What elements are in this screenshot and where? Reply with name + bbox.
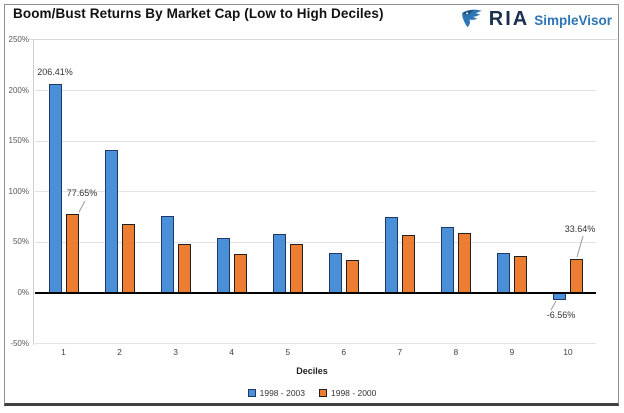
y-tick-label: 100% bbox=[8, 186, 29, 196]
bar-1998-2000-decile-3 bbox=[177, 244, 191, 293]
brand-product: SimpleVisor bbox=[534, 12, 612, 28]
y-tick-label: 50% bbox=[12, 237, 29, 247]
bar-1998-2000-decile-2 bbox=[121, 223, 135, 293]
legend-label: 1998 - 2000 bbox=[331, 388, 377, 398]
gridline bbox=[35, 191, 596, 193]
gridline bbox=[35, 140, 596, 142]
legend-swatch bbox=[247, 389, 256, 397]
bar-1998-2003-decile-2 bbox=[104, 149, 118, 293]
bar-1998-2000-decile-1 bbox=[65, 214, 79, 293]
bar-1998-2000-decile-10 bbox=[569, 258, 583, 293]
category-label: 5 bbox=[285, 347, 291, 357]
legend-swatch bbox=[319, 389, 327, 397]
brand-name: RIA bbox=[488, 8, 530, 30]
chart-title: Boom/Bust Returns By Market Cap (Low to … bbox=[13, 6, 384, 21]
category-label: 1 bbox=[61, 347, 66, 357]
category-label: 2 bbox=[117, 347, 122, 357]
chart-frame bbox=[4, 4, 619, 406]
header-divider bbox=[28, 39, 617, 40]
bar-1998-2003-decile-7 bbox=[384, 217, 398, 293]
bar-1998-2003-decile-9 bbox=[496, 253, 510, 293]
legend: 1998 - 2003 1998 - 2000 bbox=[0, 388, 624, 398]
zero-axis-line bbox=[35, 292, 596, 294]
bar-1998-2000-decile-7 bbox=[401, 234, 415, 293]
bar-1998-2003-decile-3 bbox=[160, 215, 174, 293]
bar-1998-2000-decile-4 bbox=[233, 254, 247, 293]
x-axis-title: Deciles bbox=[296, 366, 328, 376]
category-label: 6 bbox=[341, 347, 347, 357]
y-tick-label: 150% bbox=[8, 136, 29, 146]
category-label: 8 bbox=[453, 347, 459, 357]
category-label: 7 bbox=[397, 347, 403, 357]
bar-1998-2003-decile-4 bbox=[216, 237, 230, 293]
data-label: 206.41% bbox=[37, 67, 73, 77]
bar-1998-2003-decile-5 bbox=[272, 233, 286, 293]
data-label: 77.65% bbox=[66, 188, 98, 198]
category-label: 9 bbox=[509, 347, 515, 357]
bar-1998-2000-decile-5 bbox=[289, 243, 303, 293]
bar-1998-2003-decile-8 bbox=[440, 226, 454, 293]
legend-label: 1998 - 2003 bbox=[259, 388, 305, 398]
bar-1998-2000-decile-9 bbox=[513, 255, 527, 293]
data-label: 33.64% bbox=[564, 224, 596, 234]
brand-logo: RIA SimpleVisor bbox=[460, 5, 612, 33]
bar-1998-2000-decile-6 bbox=[345, 259, 359, 293]
ria-eagle-icon bbox=[462, 9, 482, 28]
gridline bbox=[35, 343, 596, 345]
y-tick-label: 250% bbox=[8, 35, 29, 44]
y-tick-label: 200% bbox=[8, 85, 29, 95]
y-tick-label: 0% bbox=[17, 288, 29, 297]
category-label: 3 bbox=[173, 347, 178, 357]
data-label: -6.56% bbox=[546, 310, 576, 320]
gridline bbox=[35, 241, 596, 243]
legend-item: 1998 - 2000 bbox=[319, 388, 376, 398]
bar-1998-2000-decile-8 bbox=[457, 232, 471, 293]
category-label: 10 bbox=[563, 347, 573, 357]
category-label: 4 bbox=[229, 347, 234, 357]
y-axis-line bbox=[33, 39, 34, 345]
gridline bbox=[35, 90, 596, 92]
y-tick-label: -50% bbox=[10, 338, 29, 348]
bar-1998-2003-decile-6 bbox=[328, 252, 342, 293]
bar-1998-2003-decile-1 bbox=[48, 84, 62, 293]
legend-item: 1998 - 2003 bbox=[247, 388, 305, 398]
